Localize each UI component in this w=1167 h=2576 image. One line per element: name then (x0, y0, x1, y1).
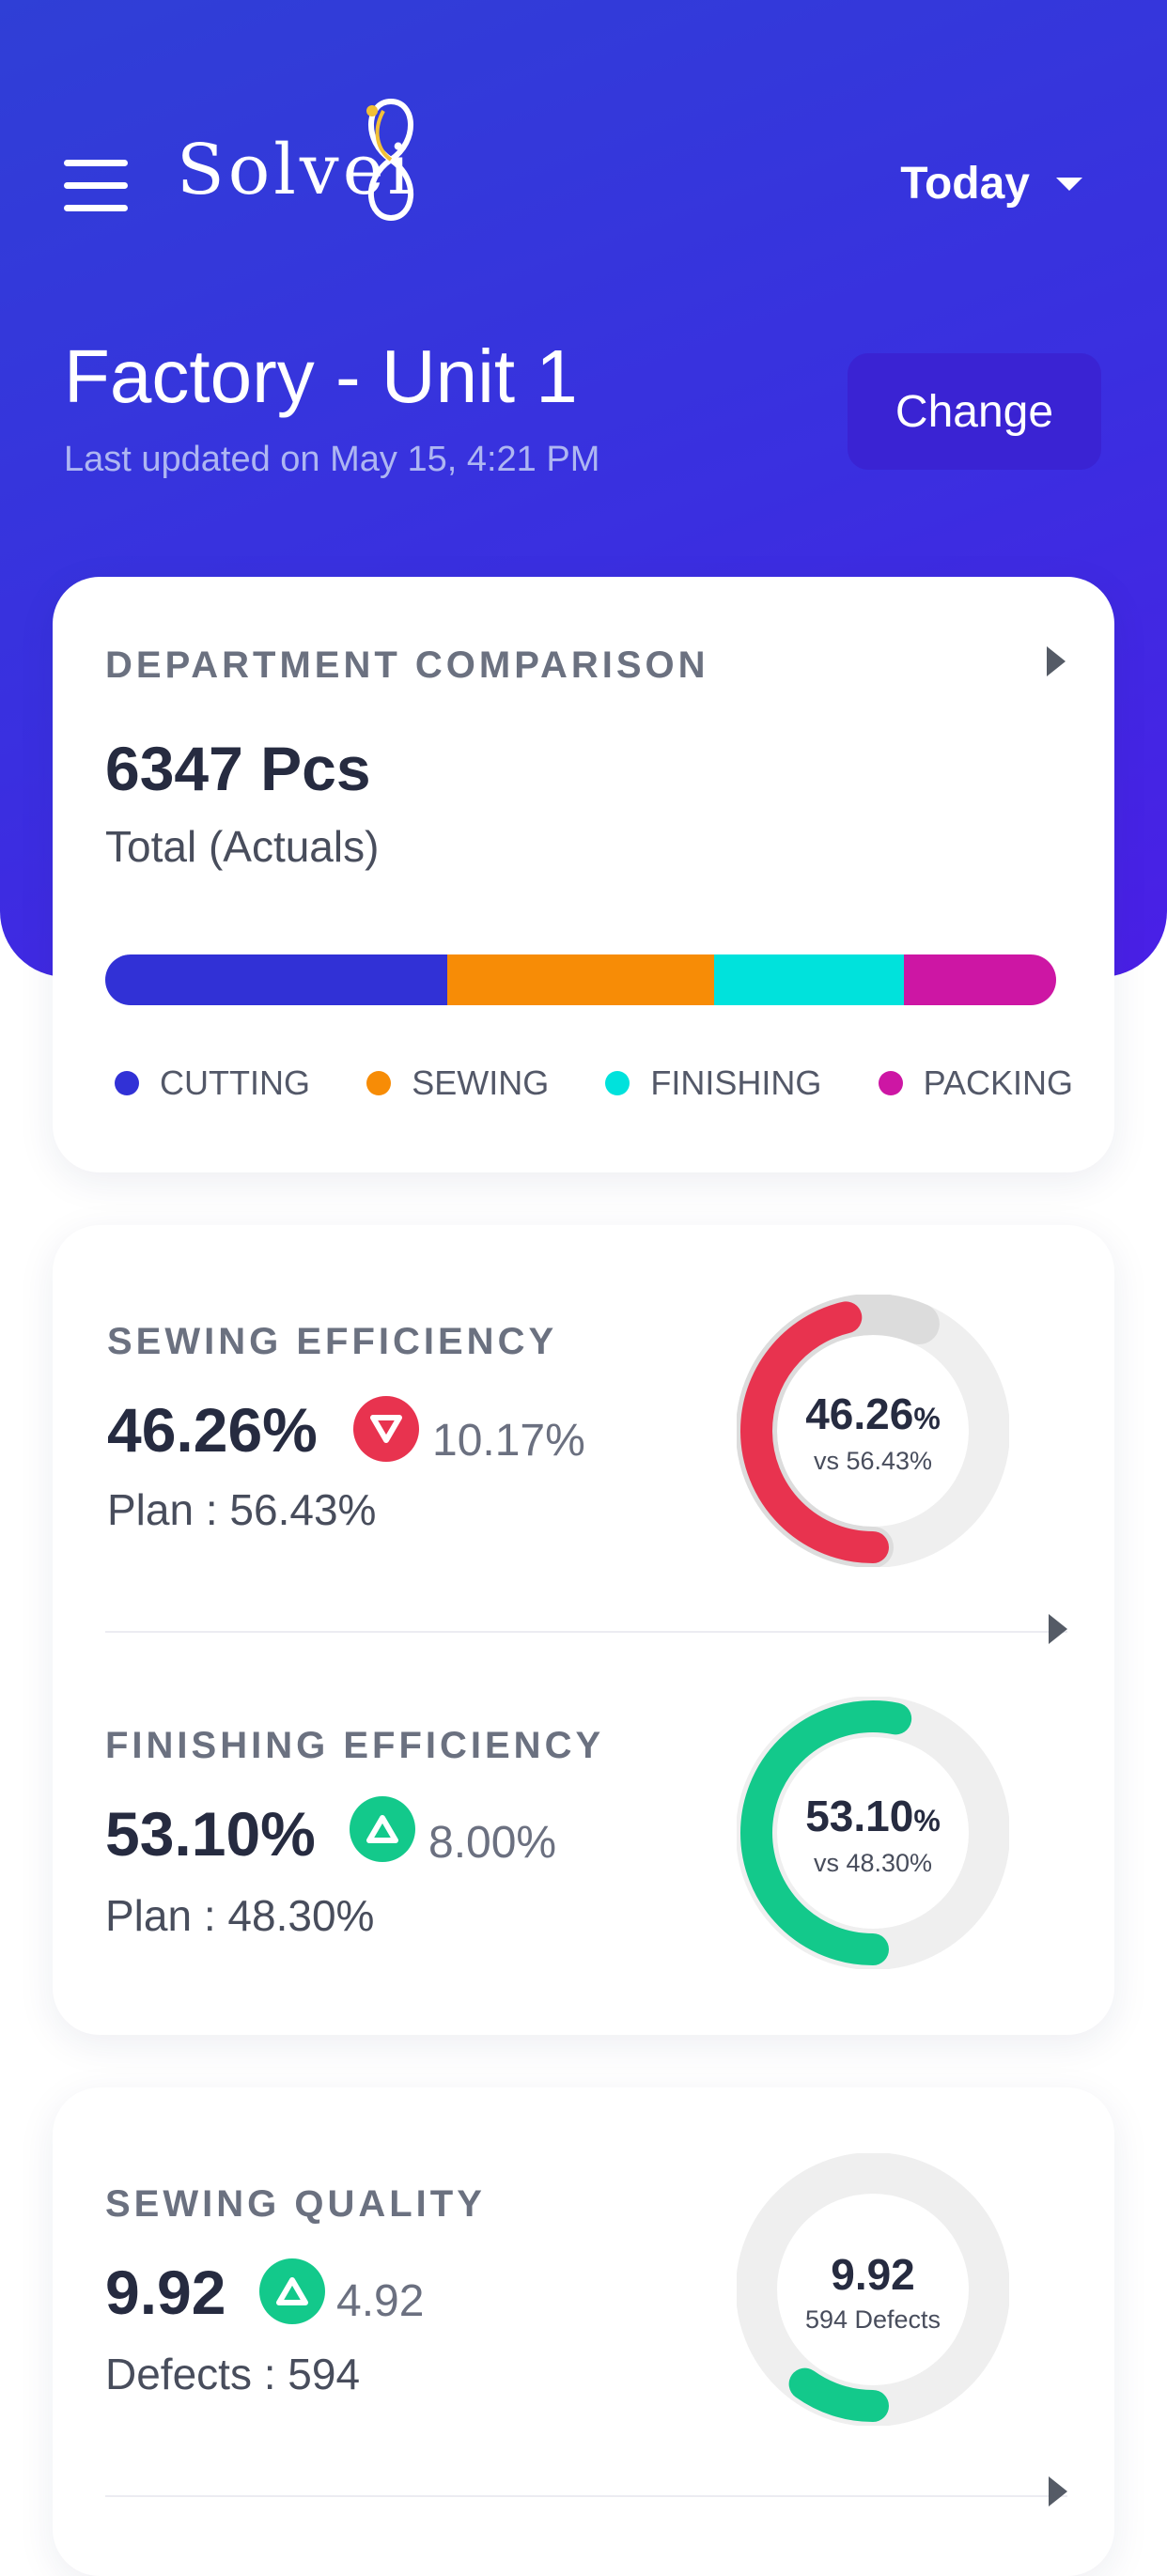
legend-dot (878, 1071, 903, 1095)
donut-center-value: 53.10% (805, 1792, 941, 1840)
sewing-quality-title: SEWING QUALITY (105, 2183, 486, 2225)
date-filter-dropdown[interactable]: Today (900, 158, 1082, 209)
department-comparison-card[interactable]: DEPARTMENT COMPARISON 6347 Pcs Total (Ac… (53, 577, 1114, 1172)
legend-item-cutting: CUTTING (115, 1063, 310, 1103)
efficiency-card: SEWING EFFICIENCY 46.26% 10.17% Plan : 5… (53, 1225, 1114, 2035)
donut-center-value: 46.26% (805, 1389, 941, 1438)
change-factory-button[interactable]: Change (848, 353, 1101, 470)
bar-segment-cutting (105, 954, 448, 1005)
legend-dot (366, 1071, 392, 1095)
legend-label: SEWING (412, 1063, 550, 1102)
trend-down-icon (353, 1396, 419, 1462)
finishing-efficiency-value: 53.10% (105, 1799, 316, 1869)
legend-item-packing: PACKING (878, 1063, 1073, 1103)
sewing-efficiency-title: SEWING EFFICIENCY (107, 1321, 558, 1362)
trend-up-icon (259, 2258, 325, 2324)
sewing-efficiency-delta: 10.17% (432, 1416, 585, 1466)
chevron-right-icon[interactable] (1047, 646, 1066, 676)
donut-value-arc (740, 2157, 1005, 2422)
sewing-efficiency-value: 46.26% (107, 1395, 318, 1465)
total-pcs-value: 6347 Pcs (105, 734, 371, 803)
donut-center-value: 9.92 (831, 2250, 915, 2299)
solvei8-logo: Solvei (177, 94, 477, 235)
bar-segment-packing (904, 954, 1056, 1005)
sewing-efficiency-plan: Plan : 56.43% (107, 1485, 377, 1534)
legend-item-sewing: SEWING (366, 1063, 549, 1103)
bar-segment-sewing (447, 954, 714, 1005)
logo-eight-icon (366, 98, 414, 222)
sewing-quality-delta: 4.92 (336, 2276, 425, 2326)
finishing-efficiency-title: FINISHING EFFICIENCY (105, 1725, 605, 1766)
legend-item-finishing: FINISHING (605, 1063, 821, 1103)
caret-down-icon (1056, 177, 1082, 191)
legend-dot (115, 1071, 139, 1095)
last-updated-text: Last updated on May 15, 4:21 PM (64, 440, 600, 479)
finishing-efficiency-donut: 53.10% vs 48.30% (736, 1696, 1010, 1970)
department-stacked-bar (105, 954, 1056, 1005)
donut-value-arc (740, 1298, 1005, 1563)
total-actuals-label: Total (Actuals) (105, 822, 380, 871)
sewing-quality-value: 9.92 (105, 2258, 226, 2327)
department-legend: CUTTING SEWING FINISHING PACKING (115, 1063, 1073, 1103)
chevron-right-icon[interactable] (1049, 1614, 1067, 1644)
department-comparison-title: DEPARTMENT COMPARISON (105, 644, 709, 686)
bar-segment-finishing (713, 954, 905, 1005)
sewing-quality-donut: 9.92 594 Defects (736, 2152, 1010, 2427)
chevron-right-icon[interactable] (1049, 2476, 1067, 2506)
divider (105, 1631, 1067, 1633)
quality-card: SEWING QUALITY 9.92 4.92 Defects : 594 9… (53, 2087, 1114, 2576)
legend-label: CUTTING (160, 1063, 310, 1102)
donut-center-sub: vs 48.30% (813, 1849, 933, 1877)
legend-label: FINISHING (650, 1063, 822, 1102)
factory-title: Factory - Unit 1 (64, 334, 578, 418)
donut-center-sub: 594 Defects (804, 2305, 941, 2334)
donut-value-arc (740, 1700, 1005, 1965)
hamburger-menu-icon[interactable] (64, 160, 128, 212)
sewing-efficiency-donut: 46.26% vs 56.43% (736, 1294, 1010, 1568)
date-filter-label: Today (900, 159, 1030, 209)
donut-center-sub: vs 56.43% (813, 1447, 933, 1475)
divider (105, 2495, 1067, 2497)
legend-dot (605, 1071, 630, 1095)
finishing-efficiency-delta: 8.00% (428, 1818, 557, 1868)
trend-up-icon (350, 1796, 415, 1862)
finishing-efficiency-plan: Plan : 48.30% (105, 1891, 375, 1940)
sewing-quality-defects: Defects : 594 (105, 2350, 361, 2398)
legend-label: PACKING (923, 1063, 1073, 1102)
